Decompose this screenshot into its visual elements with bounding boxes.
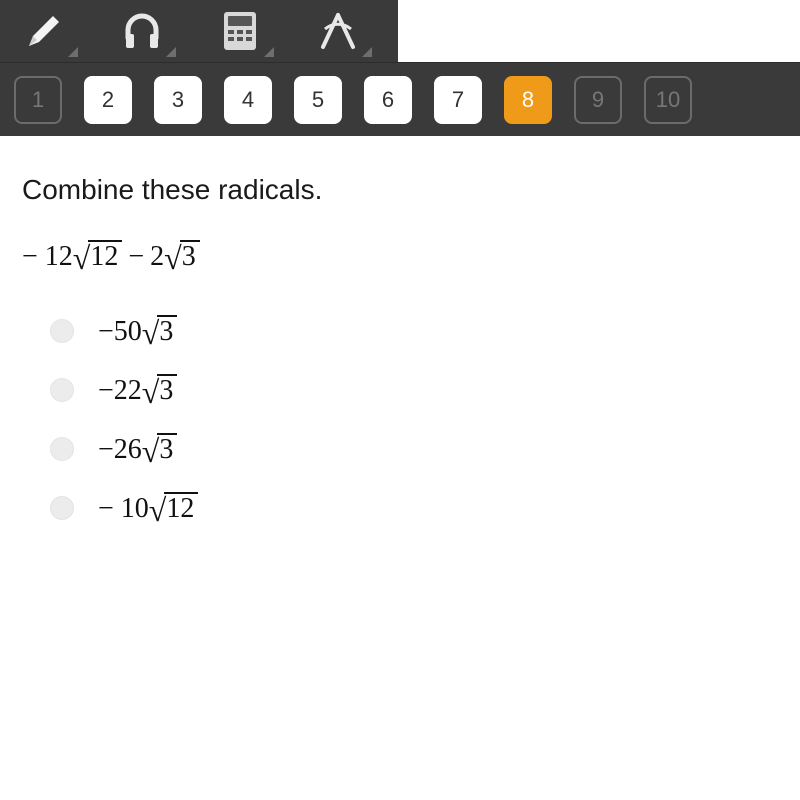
nav-item-3[interactable]: 3 [154,76,202,124]
answer-options: −50 √3 −22 √3 −26 √3 − 10 √12 [22,315,778,523]
question-expression: − 12 √ 12 − 2 √ 3 [22,240,778,271]
option-b[interactable]: −22 √3 [50,374,778,405]
compass-icon [315,11,361,51]
sqrt-symbol: √3 [142,315,178,346]
opt-radicand: 3 [157,315,177,346]
radical-icon: √ [164,245,182,272]
nav-item-7[interactable]: 7 [434,76,482,124]
option-expression: −22 √3 [98,374,177,405]
term2-radicand: 3 [180,240,200,271]
nav-label: 7 [452,87,464,113]
opt-coef: −50 [98,318,142,346]
option-d[interactable]: − 10 √12 [50,492,778,523]
nav-label: 1 [32,87,44,113]
compass-tool-button[interactable] [302,3,374,59]
option-expression: −50 √3 [98,315,177,346]
question-content: Combine these radicals. − 12 √ 12 − 2 √ … [0,136,800,561]
term1-radicand: 12 [88,240,122,271]
nav-item-8[interactable]: 8 [504,76,552,124]
radical-icon: √ [149,497,167,524]
radical-icon: √ [142,320,160,347]
radio-button[interactable] [50,378,74,402]
audio-tool-button[interactable] [106,3,178,59]
nav-label: 6 [382,87,394,113]
radical-icon: √ [142,379,160,406]
nav-item-4[interactable]: 4 [224,76,272,124]
pencil-tool-button[interactable] [8,3,80,59]
option-c[interactable]: −26 √3 [50,433,778,464]
nav-item-10[interactable]: 10 [644,76,692,124]
opt-coef: − 10 [98,495,149,523]
nav-label: 5 [312,87,324,113]
radio-button[interactable] [50,496,74,520]
opt-radicand: 12 [164,492,198,523]
toolbar [0,0,398,62]
operator: − [122,243,150,271]
nav-item-6[interactable]: 6 [364,76,412,124]
pencil-icon [23,10,65,52]
nav-item-5[interactable]: 5 [294,76,342,124]
nav-label: 2 [102,87,114,113]
sqrt-symbol: √ 3 [164,240,200,271]
nav-item-2[interactable]: 2 [84,76,132,124]
opt-radicand: 3 [157,374,177,405]
nav-item-1[interactable]: 1 [14,76,62,124]
radio-button[interactable] [50,437,74,461]
nav-label: 9 [592,87,604,113]
radical-icon: √ [73,245,91,272]
sqrt-symbol: √3 [142,433,178,464]
calculator-icon [222,10,258,52]
question-prompt: Combine these radicals. [22,174,778,206]
calculator-tool-button[interactable] [204,3,276,59]
option-expression: − 10 √12 [98,492,198,523]
term2-coef: 2 [150,243,164,271]
radio-button[interactable] [50,319,74,343]
sqrt-symbol: √ 12 [73,240,123,271]
opt-coef: −22 [98,377,142,405]
opt-radicand: 3 [157,433,177,464]
sqrt-symbol: √12 [149,492,199,523]
question-nav: 1 2 3 4 5 6 7 8 9 10 [0,62,800,136]
nav-item-9[interactable]: 9 [574,76,622,124]
option-a[interactable]: −50 √3 [50,315,778,346]
nav-label: 4 [242,87,254,113]
sqrt-symbol: √3 [142,374,178,405]
nav-label: 8 [522,87,534,113]
opt-coef: −26 [98,436,142,464]
term1-coef: − 12 [22,243,73,271]
nav-label: 10 [656,87,680,113]
option-expression: −26 √3 [98,433,177,464]
radical-icon: √ [142,438,160,465]
headphones-icon [119,8,165,54]
nav-label: 3 [172,87,184,113]
